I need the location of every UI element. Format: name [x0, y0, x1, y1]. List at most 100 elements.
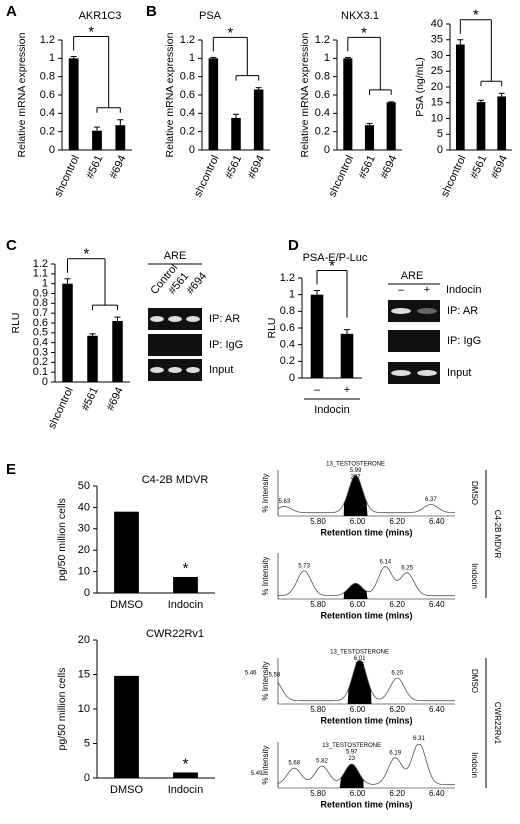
peak-label: 6.25 — [401, 565, 413, 571]
y-tick-label: 0.1 — [33, 366, 48, 378]
x-tick-label: #561 — [468, 153, 489, 180]
chart-title: PSA — [199, 10, 222, 22]
compound-label: 207 — [351, 475, 362, 481]
y-axis-label: pg/50 million cells — [56, 668, 68, 751]
condition-label: DMSO — [470, 481, 479, 505]
significance: * — [227, 24, 233, 41]
x-tick-label: shcontrol — [52, 153, 82, 199]
row-label: IP: AR — [447, 305, 478, 317]
bracket — [212, 36, 260, 81]
lane-label: – — [398, 284, 405, 296]
bar — [92, 130, 102, 150]
significance: * — [183, 755, 189, 772]
y-tick-label: 20 — [78, 634, 90, 646]
y-tick-label: 1.2 — [40, 34, 55, 46]
error-bar — [117, 119, 124, 126]
bar — [87, 335, 98, 382]
chrom-tick-label: 5.80 — [310, 705, 326, 714]
y-axis-label: PSA (ng/mL) — [414, 57, 426, 117]
bar — [310, 294, 324, 378]
chrom-tick-label: 6.20 — [389, 705, 405, 714]
y-tick-label: 0 — [189, 144, 195, 156]
bracket — [316, 270, 348, 318]
error-bar — [233, 113, 239, 118]
chart-title: C4-2B MDVR — [142, 474, 209, 486]
y-axis-label: RLU — [10, 312, 22, 333]
x-tick-label: #561 — [357, 153, 378, 180]
y-tick-label: 1 — [42, 278, 48, 290]
x-tick-label: shcontrol — [192, 153, 222, 199]
panel-letter: D — [288, 237, 299, 254]
y-tick-label: 0 — [324, 144, 330, 156]
chrom-y-label: % Intensity — [261, 556, 270, 595]
y-tick-label: 20 — [431, 81, 443, 93]
peak-label: 5.68 — [288, 761, 300, 767]
chromatogram-trace — [277, 566, 455, 597]
x-axis-label: Indocin — [314, 404, 349, 416]
y-tick-label: 0.6 — [280, 322, 295, 334]
y-tick-label: 0 — [84, 772, 90, 784]
y-axis-label: Relative mRNA expression — [164, 32, 176, 157]
x-tick-label: #694 — [107, 153, 128, 180]
error-bar — [366, 122, 373, 126]
compound-label: 116 — [355, 663, 365, 669]
y-tick-label: 15 — [431, 97, 443, 109]
condition-label: Indocin — [470, 752, 479, 778]
treatment-label: Indocin — [446, 284, 481, 296]
panel-letter: B — [146, 3, 157, 20]
error-bar — [255, 87, 262, 90]
y-tick-label: 0 — [49, 144, 55, 156]
y-tick-label: 0.4 — [33, 337, 48, 349]
compound-label: 5.99 — [350, 468, 362, 474]
y-tick-label: 25 — [431, 65, 443, 77]
panel-letter: C — [6, 237, 17, 254]
peak-label: 5.63 — [278, 499, 290, 505]
blot-band — [186, 367, 200, 373]
chromatogram-trace — [277, 475, 456, 514]
lane-label: #694 — [184, 270, 209, 296]
compound-label: 13_TESTOSTERONE — [326, 462, 385, 468]
significance: * — [83, 246, 89, 263]
bar — [340, 333, 354, 378]
y-axis-label: pg/50 million cells — [56, 498, 68, 581]
chrom-tick-label: 5.80 — [310, 517, 326, 526]
error-bar — [210, 56, 217, 59]
chrom-tick-label: 5.80 — [310, 600, 326, 609]
compound-label: 13_TESTOSTERONE — [322, 743, 381, 749]
bracket — [73, 36, 121, 113]
row-label: Input — [209, 364, 233, 376]
y-tick-label: 40 — [78, 501, 90, 513]
panel-letter: E — [6, 461, 16, 478]
chromatogram-trace — [277, 744, 455, 786]
y-tick-label: 1.2 — [280, 272, 295, 284]
bar — [476, 102, 486, 150]
bar — [497, 96, 507, 150]
chart-title: PSA-E/P-Luc — [303, 252, 368, 264]
y-tick-label: 0.2 — [315, 126, 330, 138]
peak-label: 6.37 — [425, 497, 437, 503]
y-tick-label: 40 — [431, 18, 443, 30]
compound-label: 23 — [348, 756, 355, 762]
error-bar — [498, 92, 505, 97]
blot-band — [186, 316, 200, 322]
chrom-x-label: Retention time (mins) — [320, 610, 412, 620]
bar — [173, 772, 198, 778]
x-tick-label: #694 — [105, 385, 126, 412]
lane-label: + — [424, 284, 430, 296]
chrom-tick-label: 6.20 — [389, 517, 405, 526]
bar — [173, 576, 198, 593]
y-tick-label: 1 — [324, 52, 330, 64]
y-tick-label: 0.8 — [40, 71, 55, 83]
peak-label: 6.20 — [391, 670, 403, 676]
significance: * — [473, 7, 479, 24]
blot-band — [168, 316, 182, 322]
blot-image — [148, 334, 202, 356]
chart-title: AKR1C3 — [79, 10, 122, 22]
blot-band — [150, 316, 164, 322]
compound-label: 13_TESTOSTERONE — [330, 650, 389, 656]
bar — [343, 58, 353, 151]
row-label: IP: IgG — [447, 335, 481, 347]
cell-line-label: C4-2B MDVR — [493, 510, 502, 559]
cell-line-label: CWR22Rv1 — [493, 702, 502, 745]
